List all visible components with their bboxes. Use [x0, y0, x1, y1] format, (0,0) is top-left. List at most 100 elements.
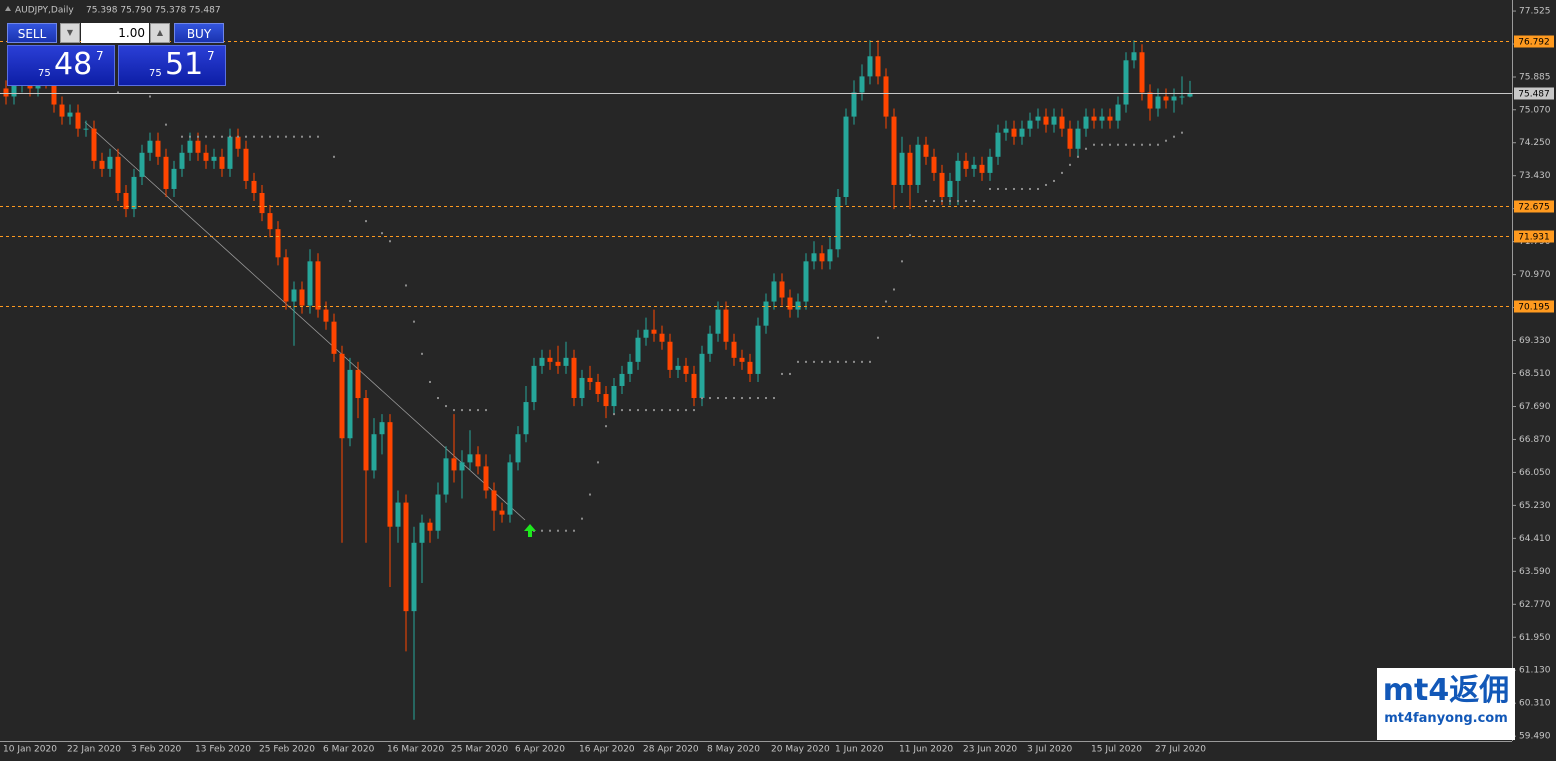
candle-body: [1139, 52, 1145, 93]
sar-dot: [1133, 143, 1135, 146]
sar-dot: [885, 300, 887, 303]
candle-body: [955, 160, 961, 181]
sell-price-big: 75: [38, 68, 51, 79]
y-tick-label: 66.870: [1519, 435, 1551, 445]
y-tick-label: 63.590: [1519, 567, 1551, 577]
sar-dot: [453, 409, 455, 412]
sar-dot: [645, 409, 647, 412]
sar-dot: [781, 372, 783, 375]
candle-body: [1043, 116, 1049, 125]
watermark: mt4返佣 mt4fanyong.com: [1377, 668, 1515, 740]
candle-body: [939, 172, 945, 198]
level-label: 75.487: [1518, 90, 1550, 100]
sar-dot: [1181, 131, 1183, 134]
y-tick-label: 74.250: [1519, 138, 1551, 148]
sar-dot: [581, 517, 583, 520]
sar-dot: [621, 409, 623, 412]
buy-price[interactable]: 75 51 7: [118, 45, 226, 86]
candle-body: [971, 164, 977, 169]
sar-dot: [293, 135, 295, 138]
sell-button[interactable]: SELL: [7, 23, 57, 43]
level-label-bg: [1514, 200, 1554, 213]
candle-body: [1083, 116, 1089, 129]
lot-up[interactable]: ▲: [150, 23, 170, 43]
sar-dot: [477, 409, 479, 412]
candle-body: [859, 76, 865, 93]
sar-dot: [1165, 139, 1167, 142]
candle-body: [683, 365, 689, 374]
candle-body: [459, 462, 465, 471]
sar-dot: [237, 135, 239, 138]
sar-dot: [685, 409, 687, 412]
candle-body: [1179, 96, 1185, 98]
candle-body: [235, 136, 241, 149]
candle-body: [1051, 116, 1057, 125]
candle-body: [507, 462, 513, 515]
x-tick-label: 10 Jan 2020: [3, 745, 57, 755]
candle-body: [179, 152, 185, 169]
sar-dot: [253, 135, 255, 138]
sar-dot: [909, 234, 911, 237]
sar-dot: [677, 409, 679, 412]
sar-dot: [349, 200, 351, 203]
sar-dot: [1085, 147, 1087, 150]
x-tick-label: 6 Mar 2020: [323, 745, 375, 755]
sell-price-main: 48: [54, 47, 93, 82]
buy-arrow: [524, 524, 536, 537]
candle-body: [1163, 96, 1169, 101]
sar-dot: [717, 397, 719, 400]
candle-body: [3, 88, 9, 97]
sar-dot: [989, 187, 991, 190]
sar-dot: [1157, 143, 1159, 146]
sar-dot: [877, 336, 879, 339]
buy-button[interactable]: BUY: [174, 23, 224, 43]
plot: 77.52576.70575.88575.07074.25073.43072.6…: [0, 7, 1554, 755]
sar-dot: [557, 529, 559, 532]
candle-body: [1075, 128, 1081, 149]
level-label-bg: [1514, 87, 1554, 100]
sar-dot: [229, 135, 231, 138]
candle-body: [59, 104, 65, 117]
sar-dot: [749, 397, 751, 400]
sar-dot: [741, 397, 743, 400]
sar-dot: [757, 397, 759, 400]
candle-body: [747, 361, 753, 374]
sell-price[interactable]: 75 48 7: [7, 45, 115, 86]
sar-dot: [261, 135, 263, 138]
candle-body: [699, 353, 705, 399]
sar-dot: [277, 135, 279, 138]
candle-body: [987, 156, 993, 173]
sar-dot: [117, 91, 119, 94]
x-tick-label: 27 Jul 2020: [1155, 745, 1206, 755]
lot-input[interactable]: 1.00: [81, 23, 149, 43]
sar-dot: [597, 461, 599, 464]
x-tick-label: 25 Mar 2020: [451, 745, 508, 755]
candle-body: [331, 321, 337, 354]
candle-body: [227, 136, 233, 169]
trend-line: [84, 121, 526, 521]
candle-body: [1059, 116, 1065, 129]
lot-down[interactable]: ▼: [60, 23, 80, 43]
sar-dot: [389, 240, 391, 243]
candle-body: [323, 309, 329, 322]
sar-dot: [605, 425, 607, 428]
sar-dot: [709, 397, 711, 400]
candle-body: [563, 357, 569, 366]
y-tick-label: 62.770: [1519, 600, 1551, 610]
sar-dot: [269, 135, 271, 138]
candle-body: [555, 361, 561, 366]
candle-body: [315, 261, 321, 310]
y-tick-label: 61.950: [1519, 633, 1551, 643]
sar-dot: [213, 135, 215, 138]
candle-body: [635, 337, 641, 362]
y-tick-label: 67.690: [1519, 402, 1551, 412]
sar-dot: [1029, 187, 1031, 190]
candle-body: [75, 112, 81, 129]
quote: 75.398 75.790 75.378 75.487: [86, 6, 221, 16]
candle-body: [1019, 128, 1025, 137]
candle-body: [1003, 128, 1009, 133]
candle-body: [403, 502, 409, 612]
x-tick-label: 15 Jul 2020: [1091, 745, 1142, 755]
candle-body: [619, 373, 625, 386]
